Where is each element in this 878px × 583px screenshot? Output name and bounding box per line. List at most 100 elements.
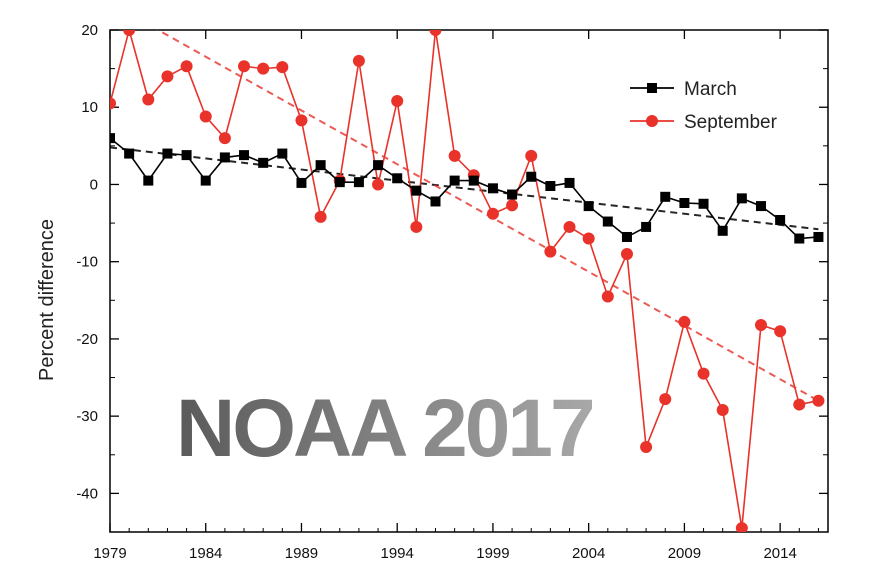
point-september: [448, 149, 461, 162]
point-march: [775, 214, 786, 225]
y-tick-label: 10: [81, 99, 98, 116]
point-september: [716, 403, 729, 416]
point-september: [218, 132, 231, 145]
y-tick-label: 20: [81, 22, 98, 39]
point-march: [353, 177, 364, 188]
point-september: [640, 441, 653, 454]
point-march: [110, 133, 115, 144]
point-september: [812, 394, 825, 407]
x-tick-label: 1989: [285, 545, 318, 562]
point-september: [659, 393, 672, 406]
point-september: [238, 60, 251, 73]
point-september: [391, 95, 404, 108]
point-september: [142, 93, 155, 106]
point-september: [352, 54, 365, 67]
x-tick-label: 1999: [476, 545, 509, 562]
x-tick-label: 2004: [572, 545, 605, 562]
x-tick-label: 1994: [381, 545, 414, 562]
point-march: [219, 152, 230, 163]
point-march: [449, 175, 460, 186]
point-september: [506, 199, 519, 212]
point-september: [525, 149, 538, 162]
x-tick-label: 1979: [93, 545, 126, 562]
watermark-text: NOAA 2017: [176, 383, 593, 474]
y-tick-label: -30: [76, 408, 98, 425]
point-march: [698, 198, 709, 209]
point-march: [277, 148, 288, 159]
point-march: [545, 181, 556, 192]
legend-label-september: September: [684, 112, 778, 133]
point-september: [180, 60, 193, 73]
y-tick-label: 0: [90, 176, 98, 193]
point-march: [813, 231, 824, 242]
point-march: [507, 189, 518, 200]
point-march: [679, 197, 690, 208]
plot-frame: [109, 29, 829, 533]
point-september: [161, 70, 174, 83]
legend: March September: [630, 79, 778, 133]
x-tick-label: 1984: [189, 545, 222, 562]
point-september: [582, 232, 595, 245]
y-axis-label: Percent difference: [36, 219, 58, 381]
x-tick-label: 2014: [763, 545, 796, 562]
point-september: [735, 522, 748, 532]
y-tick-label: -40: [76, 485, 98, 502]
data-layer: [110, 30, 825, 532]
point-march: [755, 201, 766, 212]
point-march: [162, 148, 173, 159]
point-march: [373, 160, 384, 171]
point-march: [794, 233, 805, 244]
point-september: [123, 30, 136, 36]
point-september: [429, 30, 442, 36]
series-line-march: [110, 137, 819, 240]
trend-line-september: [156, 30, 819, 402]
point-september: [486, 207, 499, 220]
point-september: [276, 61, 289, 74]
legend-marker-march: [647, 83, 657, 93]
point-march: [315, 160, 326, 171]
point-september: [793, 398, 806, 411]
x-tick-label: 2009: [668, 545, 701, 562]
point-march: [660, 191, 671, 202]
point-march: [583, 201, 594, 212]
point-september: [314, 210, 327, 223]
point-march: [526, 171, 537, 182]
point-september: [295, 114, 308, 127]
point-march: [392, 173, 403, 184]
point-march: [641, 221, 652, 232]
point-september: [410, 220, 423, 233]
point-march: [411, 185, 422, 196]
point-march: [200, 175, 211, 186]
point-september: [110, 97, 116, 110]
point-september: [601, 290, 614, 303]
point-march: [564, 177, 575, 188]
point-september: [257, 62, 270, 75]
point-march: [143, 175, 154, 186]
point-september: [563, 220, 576, 233]
point-march: [468, 175, 479, 186]
point-march: [736, 193, 747, 204]
point-march: [602, 216, 613, 227]
point-march: [487, 183, 498, 194]
point-march: [124, 148, 135, 159]
legend-marker-september: [646, 115, 658, 127]
point-march: [239, 150, 250, 161]
point-march: [296, 177, 307, 188]
point-september: [754, 319, 767, 332]
point-march: [621, 231, 632, 242]
point-september: [199, 110, 212, 123]
point-september: [620, 247, 633, 260]
point-september: [697, 367, 710, 380]
point-september: [372, 178, 385, 191]
point-march: [181, 150, 192, 161]
point-september: [774, 325, 787, 338]
point-september: [544, 245, 557, 258]
trend-line-march: [110, 146, 819, 231]
legend-label-march: March: [684, 79, 737, 100]
series-line-september: [110, 30, 819, 529]
point-march: [334, 177, 345, 188]
point-september: [678, 315, 691, 328]
y-tick-label: -20: [76, 331, 98, 348]
y-tick-label: -10: [76, 254, 98, 271]
